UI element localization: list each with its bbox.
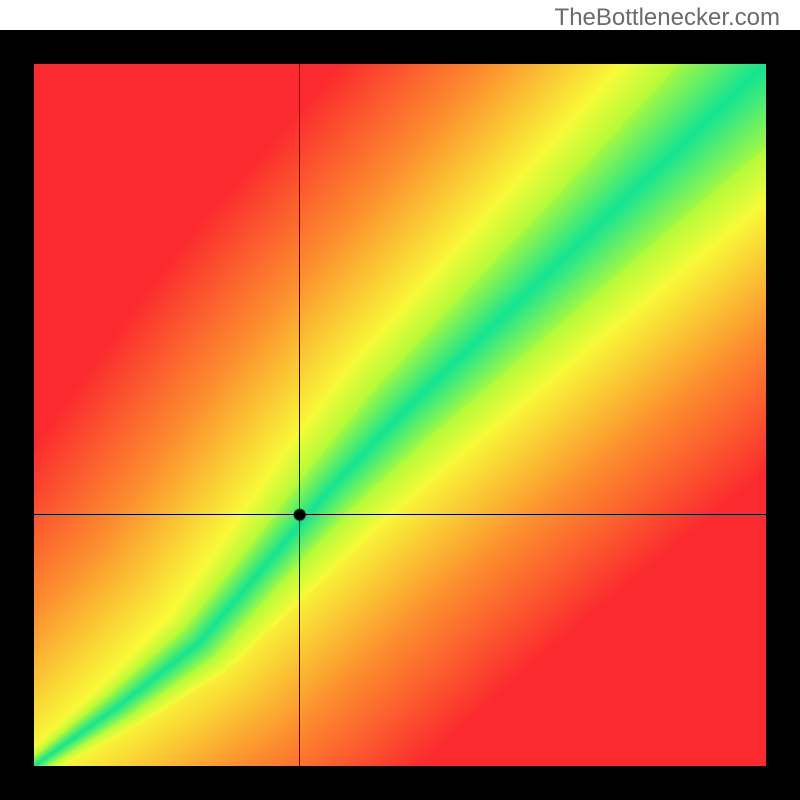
crosshair-vertical <box>299 64 300 766</box>
crosshair-horizontal <box>34 514 766 515</box>
crosshair-marker <box>34 64 766 766</box>
watermark-text: TheBottlenecker.com <box>555 4 780 32</box>
